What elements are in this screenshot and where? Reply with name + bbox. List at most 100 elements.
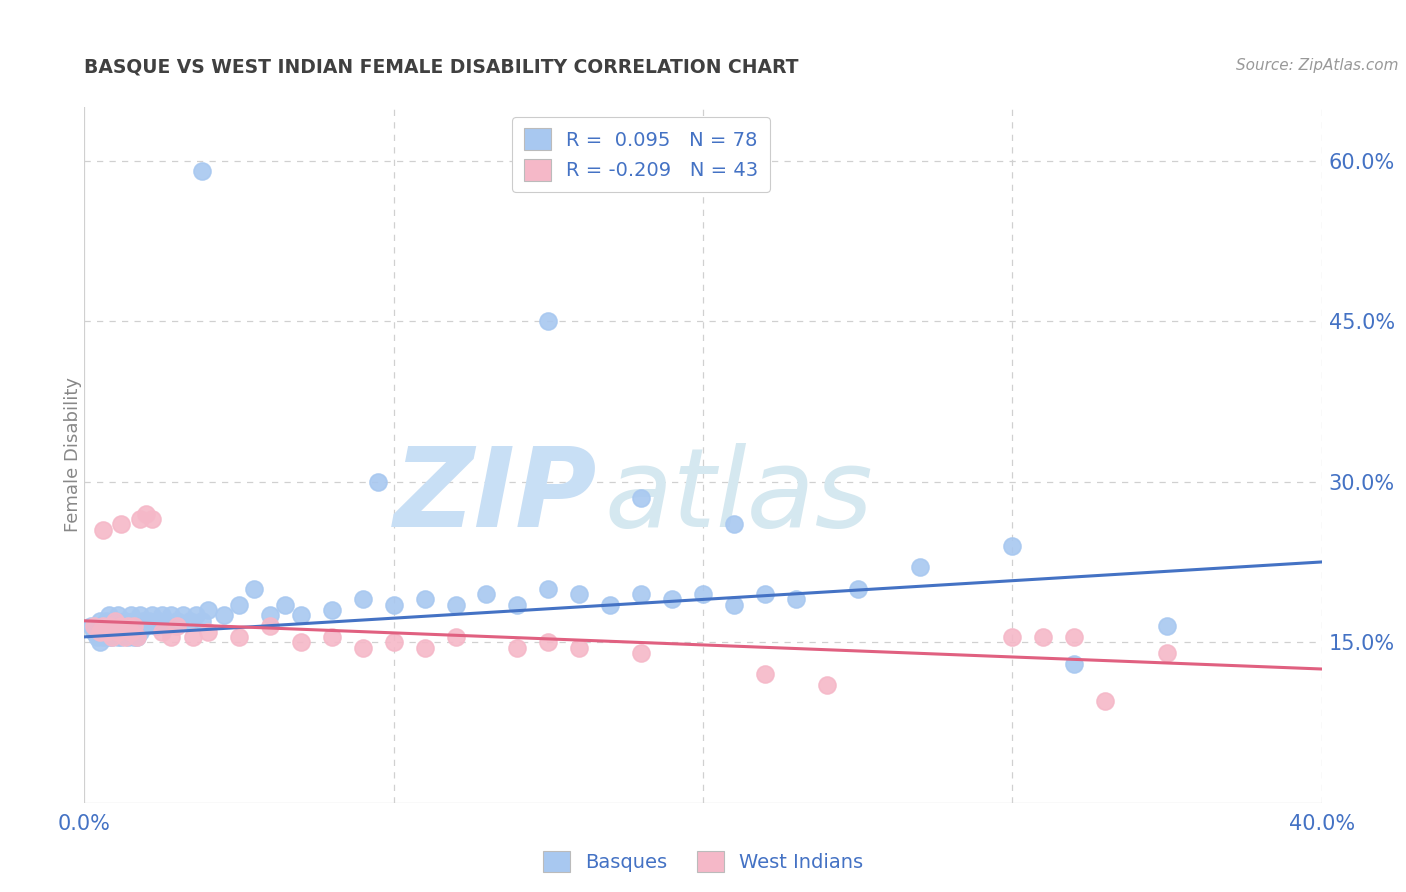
Point <box>228 630 250 644</box>
Point <box>107 624 129 639</box>
Point <box>91 619 114 633</box>
Point <box>83 624 105 639</box>
Point <box>160 630 183 644</box>
Point <box>382 635 405 649</box>
Point <box>125 630 148 644</box>
Point <box>101 619 124 633</box>
Point <box>506 640 529 655</box>
Point <box>274 598 297 612</box>
Point <box>259 619 281 633</box>
Point <box>114 624 136 639</box>
Point <box>172 608 194 623</box>
Point <box>290 608 312 623</box>
Point <box>132 614 155 628</box>
Point <box>506 598 529 612</box>
Point <box>110 619 132 633</box>
Point <box>129 608 152 623</box>
Point <box>197 624 219 639</box>
Point <box>1063 630 1085 644</box>
Text: Source: ZipAtlas.com: Source: ZipAtlas.com <box>1236 58 1399 73</box>
Point <box>1094 694 1116 708</box>
Point <box>630 491 652 505</box>
Point <box>212 608 235 623</box>
Point <box>114 614 136 628</box>
Point <box>117 619 139 633</box>
Point <box>661 592 683 607</box>
Point <box>150 624 173 639</box>
Point <box>537 582 560 596</box>
Point <box>98 630 121 644</box>
Point <box>352 640 374 655</box>
Point <box>568 587 591 601</box>
Point <box>1001 630 1024 644</box>
Point <box>197 603 219 617</box>
Point <box>94 614 117 628</box>
Point <box>191 164 214 178</box>
Point <box>101 630 124 644</box>
Point <box>754 587 776 601</box>
Point <box>120 624 142 639</box>
Point <box>120 608 142 623</box>
Point <box>692 587 714 601</box>
Point <box>166 614 188 628</box>
Point <box>89 635 111 649</box>
Point <box>630 646 652 660</box>
Point <box>166 619 188 633</box>
Point <box>153 619 176 633</box>
Point <box>101 630 124 644</box>
Point <box>79 619 101 633</box>
Point <box>228 598 250 612</box>
Point <box>104 624 127 639</box>
Point <box>444 630 467 644</box>
Point <box>243 582 266 596</box>
Point <box>125 630 148 644</box>
Point <box>785 592 807 607</box>
Point <box>145 619 167 633</box>
Point <box>122 619 145 633</box>
Point <box>94 624 117 639</box>
Point <box>160 608 183 623</box>
Point <box>107 608 129 623</box>
Legend: Basques, West Indians: Basques, West Indians <box>531 839 875 884</box>
Point <box>91 630 114 644</box>
Point <box>846 582 869 596</box>
Point <box>475 587 498 601</box>
Point <box>184 608 207 623</box>
Point <box>120 624 142 639</box>
Point <box>98 619 121 633</box>
Point <box>630 587 652 601</box>
Point <box>91 523 114 537</box>
Point <box>1001 539 1024 553</box>
Point <box>83 619 105 633</box>
Point <box>1032 630 1054 644</box>
Point <box>114 630 136 644</box>
Point <box>1156 646 1178 660</box>
Point <box>117 630 139 644</box>
Point <box>122 614 145 628</box>
Point <box>908 560 931 574</box>
Point <box>413 592 436 607</box>
Point <box>141 512 163 526</box>
Point <box>94 624 117 639</box>
Text: ZIP: ZIP <box>394 443 598 550</box>
Point <box>723 517 745 532</box>
Point <box>321 603 343 617</box>
Point <box>723 598 745 612</box>
Point <box>125 619 148 633</box>
Point <box>537 314 560 328</box>
Point <box>367 475 389 489</box>
Point <box>107 630 129 644</box>
Point <box>110 619 132 633</box>
Point <box>568 640 591 655</box>
Point <box>122 630 145 644</box>
Point <box>110 517 132 532</box>
Point <box>135 507 157 521</box>
Point <box>1156 619 1178 633</box>
Point <box>86 630 108 644</box>
Point <box>129 624 152 639</box>
Point <box>815 678 838 692</box>
Point <box>599 598 621 612</box>
Point <box>444 598 467 612</box>
Point <box>150 608 173 623</box>
Point <box>91 619 114 633</box>
